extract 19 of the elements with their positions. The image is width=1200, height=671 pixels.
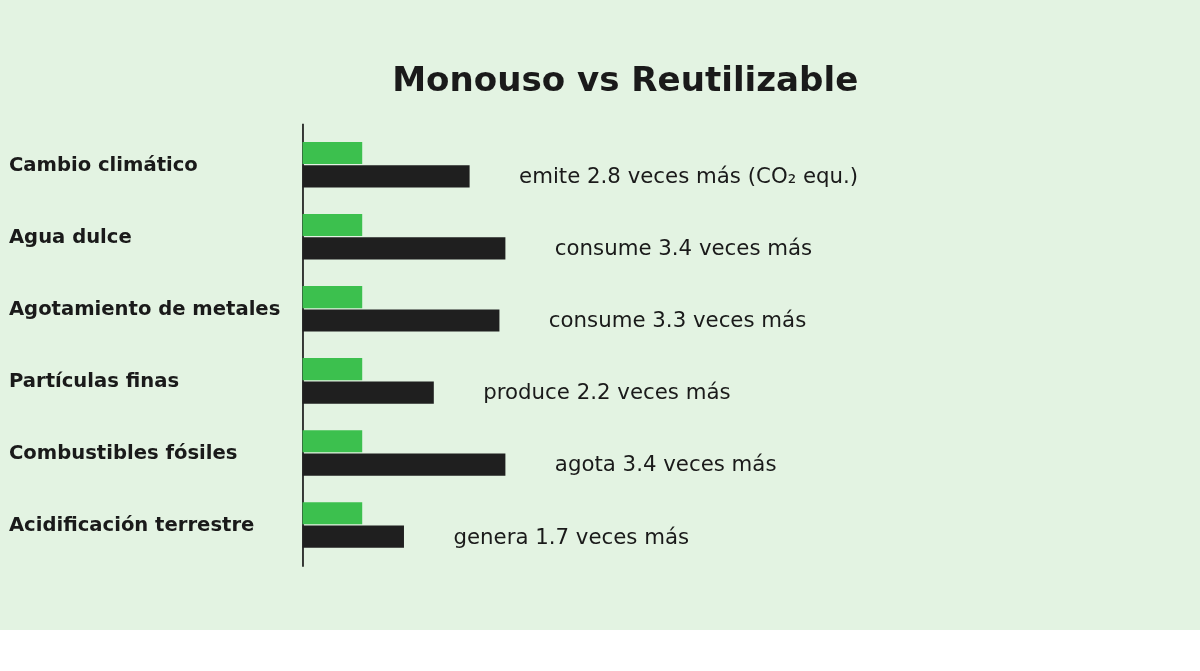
bar xyxy=(302,141,363,165)
data-label: consume 3.3 veces más xyxy=(548,307,807,333)
y-tick-label: Agua dulce xyxy=(8,224,132,248)
y-tick-label: Acidificación terrestre xyxy=(8,512,255,536)
data-label: consume 3.4 veces más xyxy=(554,235,813,261)
text: Monouso vs Reutilizable xyxy=(392,58,859,99)
y-tick-label: Partículas finas xyxy=(8,368,180,392)
bar xyxy=(302,213,363,237)
bar xyxy=(302,286,363,309)
data-label: produce 2.2 veces más xyxy=(483,379,731,405)
y-tick-label: Combustibles fósiles xyxy=(8,440,238,464)
bar xyxy=(302,502,363,525)
data-label: genera 1.7 veces más xyxy=(453,523,690,549)
data-label: agota 3.4 veces más xyxy=(554,451,777,477)
y-tick-label: Cambio climático xyxy=(8,152,198,176)
data-label: emite 2.8 veces más (CO₂ equ.) xyxy=(519,163,859,189)
bar xyxy=(302,430,363,453)
bar xyxy=(302,358,363,381)
y-tick-label: Agotamiento de metales xyxy=(8,296,281,320)
